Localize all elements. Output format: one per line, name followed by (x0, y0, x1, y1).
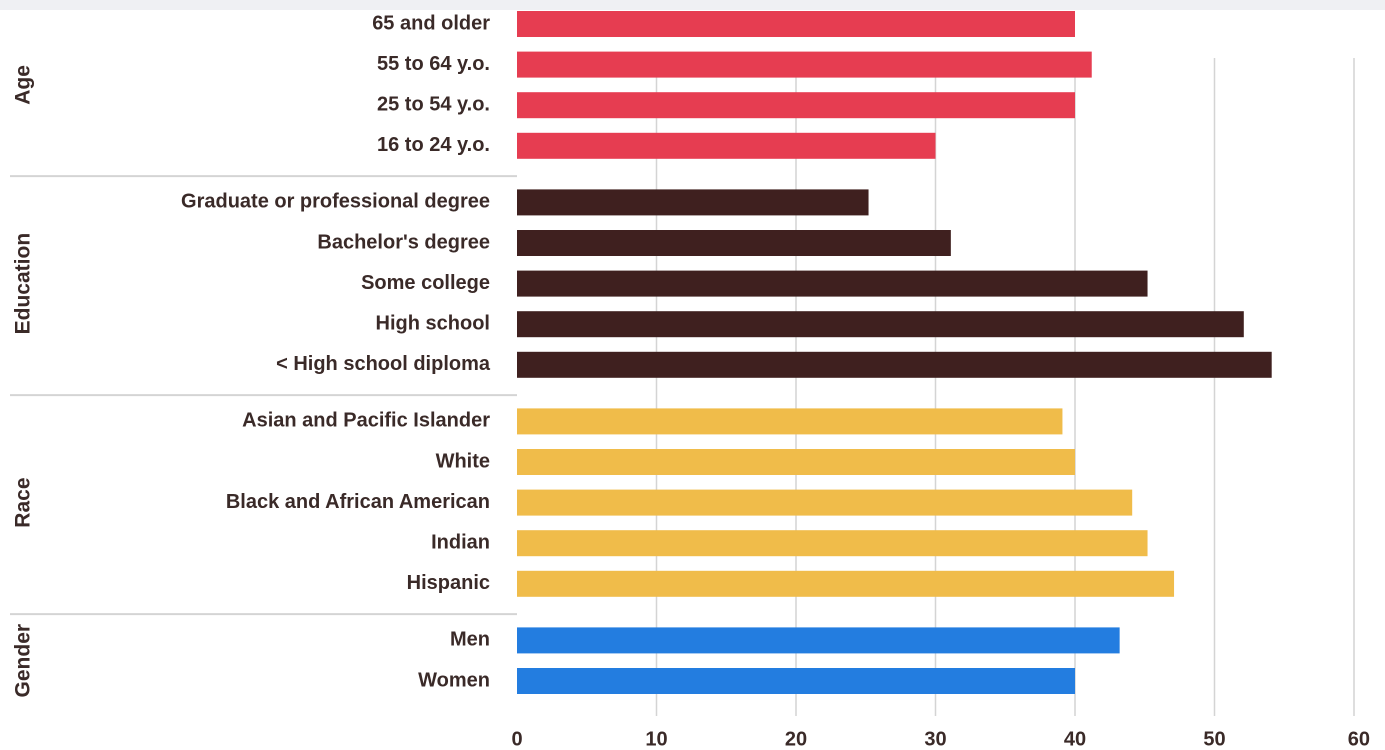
bar-high-school (517, 311, 1244, 338)
category-label: 55 to 64 y.o. (377, 53, 490, 75)
bar-women (517, 668, 1075, 694)
top-strip (0, 0, 1385, 10)
grid-lines (655, 58, 1355, 716)
category-label: Indian (431, 531, 490, 553)
x-axis-ticks: 0 10 20 30 40 50 60 (511, 728, 1370, 750)
x-tick-label: 0 (511, 728, 522, 750)
x-tick-label: 10 (645, 728, 667, 750)
group-label-age: Age (12, 65, 35, 105)
x-tick-label: 20 (785, 728, 807, 750)
category-label: Men (450, 629, 490, 651)
group-separators (10, 175, 517, 616)
group-label-race: Race (12, 477, 35, 527)
bar-65-and-older (517, 11, 1075, 37)
x-tick-label: 60 (1348, 728, 1370, 750)
category-label: Hispanic (407, 572, 490, 594)
bar-16-to-24-y-o (517, 132, 936, 159)
x-tick-label: 30 (924, 728, 946, 750)
category-label: < High school diploma (276, 353, 491, 375)
category-label: 25 to 54 y.o. (377, 93, 490, 115)
bar-white (517, 449, 1075, 475)
bar-men (517, 627, 1120, 654)
category-labels: 65 and older 55 to 64 y.o. 25 to 54 y.o. 16… (181, 12, 491, 691)
category-label: Women (418, 669, 490, 691)
category-label: White (436, 450, 490, 472)
category-label: Some college (361, 272, 490, 294)
x-tick-label: 40 (1064, 728, 1086, 750)
bar-hispanic (517, 570, 1175, 597)
category-label: High school (376, 312, 490, 334)
bar-55-to-64-y-o (517, 51, 1092, 78)
x-tick-label: 50 (1203, 728, 1225, 750)
bar-asian-and-pacific-islander (517, 408, 1063, 435)
bar-bachelor-s-degree (517, 230, 951, 256)
category-label: Graduate or professional degree (181, 191, 490, 213)
bar-black-and-african-american (517, 489, 1133, 516)
group-labels: Age Education Race Gender (12, 65, 35, 697)
category-label: Bachelor's degree (317, 231, 490, 253)
group-label-gender: Gender (12, 624, 35, 698)
category-label: Asian and Pacific Islander (242, 410, 490, 432)
bar-25-to-54-y-o (517, 92, 1075, 119)
bars (517, 11, 1272, 694)
bar-graduate-or-professional-degree (517, 189, 869, 216)
category-label: 16 to 24 y.o. (377, 134, 490, 156)
category-label: Black and African American (226, 491, 490, 513)
bar-some-college (517, 270, 1148, 297)
group-label-education: Education (12, 233, 35, 335)
bar-indian (517, 530, 1148, 557)
bar-high-school-diploma (517, 351, 1272, 378)
category-label: 65 and older (372, 12, 490, 34)
